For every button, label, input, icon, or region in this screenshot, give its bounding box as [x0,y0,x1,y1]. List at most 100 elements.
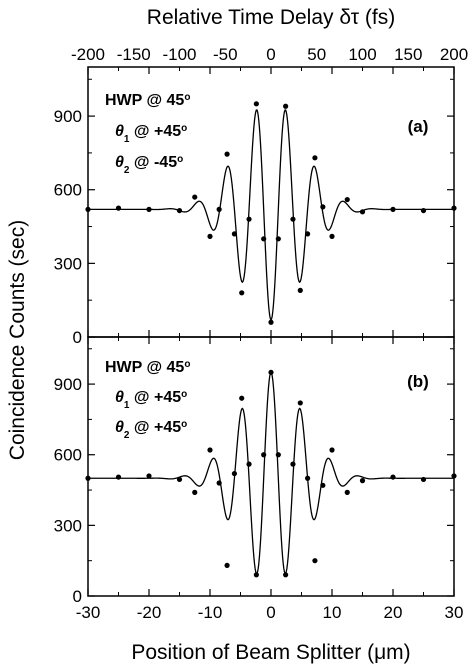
panel-b-annotation-line-1: HWP @ 45o [105,359,190,377]
data-point [85,206,91,212]
panel-a-annotation-line-1: HWP @ 45o [105,92,190,110]
y-tick-label: 300 [54,516,82,535]
data-point [390,206,396,212]
panel-b-annotation-line-2: θ1 @ +45o [115,389,187,411]
data-point [253,572,259,578]
top-tick-label: -100 [162,45,196,64]
data-point [146,206,152,212]
panel-a-annotation-line-3: θ2 @ -45o [115,154,183,176]
data-point [359,209,366,215]
panel-a-fit-line [88,109,454,322]
y-tick-label: 600 [54,181,82,200]
panel-b-y-tick-labels: 0 300 600 900 [54,375,82,606]
data-point [239,290,245,296]
x-axis-title: Position of Beam Splitter (μm) [131,641,410,664]
y-axis-title: Coincidence Counts (sec) [6,220,29,460]
data-point [207,447,213,453]
top-tick-label: 200 [440,45,468,64]
top-tick-label: -50 [213,45,238,64]
data-point [192,194,198,200]
data-point [451,205,457,211]
data-point [420,207,427,214]
data-point [344,196,350,203]
data-point [192,489,198,495]
data-point [231,470,237,477]
top-tick-label: -150 [117,45,151,64]
data-point [246,461,252,467]
panel-a-annotation-line-2: θ1 @ +45o [115,123,187,145]
top-axis-tick-labels: -200 -150 -100 -50 0 50 100 150 200 [71,45,468,64]
data-point [390,474,396,480]
data-point [261,236,267,242]
data-point [246,216,252,222]
data-point [359,478,366,484]
panel-b-data-points [85,369,457,578]
top-tick-label: 150 [394,45,422,64]
top-tick-label: 100 [348,45,376,64]
panel-b-annotation: HWP @ 45o θ1 @ +45o θ2 @ +45o [105,359,190,441]
data-point [231,231,237,237]
data-point [305,231,311,237]
y-tick-label: 600 [54,446,82,465]
data-point [268,319,274,325]
top-tick-label: 0 [266,45,275,64]
x-tick-label: 20 [384,603,403,622]
data-point [176,476,183,483]
data-point [320,204,326,210]
panel-a: 0 300 600 900 HWP @ 45o θ1 @ +45o θ2 @ -45o… [54,66,457,347]
data-point [207,233,213,239]
data-point [283,572,289,578]
data-point [451,473,457,479]
data-point [275,236,281,242]
data-point [297,400,303,406]
data-point [146,473,152,479]
data-point [85,475,91,481]
data-point [420,476,427,483]
data-point [275,452,281,458]
data-point [329,447,335,453]
data-point [239,395,245,401]
data-point [305,475,311,481]
data-point [115,205,122,211]
data-point [320,482,326,488]
y-tick-label: 0 [73,587,82,606]
panel-a-data-points [85,101,457,325]
panel-a-y-tick-labels: 0 300 600 900 [54,107,82,347]
top-tick-label: 50 [307,45,326,64]
data-point [312,155,318,161]
data-point [290,216,296,222]
data-point [115,474,122,480]
y-tick-label: 300 [54,254,82,273]
top-axis-title: Relative Time Delay δτ (fs) [147,6,395,29]
data-point [224,151,230,157]
x-tick-label: 0 [266,603,275,622]
y-tick-label: 900 [54,107,82,126]
panel-a-annotation: HWP @ 45o θ1 @ +45o θ2 @ -45o [105,92,190,176]
data-point [261,452,267,458]
data-point [290,461,296,467]
panel-b-label: (b) [407,372,429,391]
x-tick-label: -30 [76,603,101,622]
data-point [297,287,303,293]
data-point [216,206,222,212]
x-tick-label: -10 [198,603,223,622]
data-point [216,480,222,486]
data-point [329,233,335,239]
data-point [253,101,259,107]
panel-a-label: (a) [408,117,429,136]
data-point [224,562,230,568]
panel-b: 0 300 600 900 HWP @ 45o θ1 @ +45o θ2 @ +45o… [54,336,457,606]
y-tick-label: 0 [73,328,82,347]
x-tick-label: 30 [445,603,464,622]
x-tick-label: -20 [137,603,162,622]
x-tick-label: 10 [323,603,342,622]
data-point [283,103,289,109]
data-point [176,207,183,214]
data-point [268,369,274,375]
bottom-axis-tick-labels: -30 -20 -10 0 10 20 30 [76,603,464,622]
data-point [344,489,350,495]
y-tick-label: 900 [54,375,82,394]
panel-b-annotation-line-3: θ2 @ +45o [115,419,187,441]
panel-b-ticks [87,337,455,597]
